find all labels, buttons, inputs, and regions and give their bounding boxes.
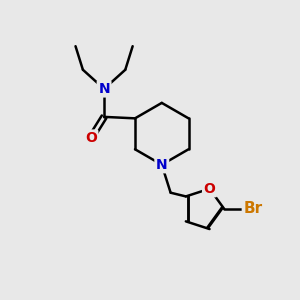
Text: O: O: [204, 182, 215, 196]
Text: N: N: [156, 158, 168, 172]
Text: O: O: [85, 131, 97, 145]
Text: Br: Br: [244, 201, 262, 216]
Text: N: N: [98, 82, 110, 96]
